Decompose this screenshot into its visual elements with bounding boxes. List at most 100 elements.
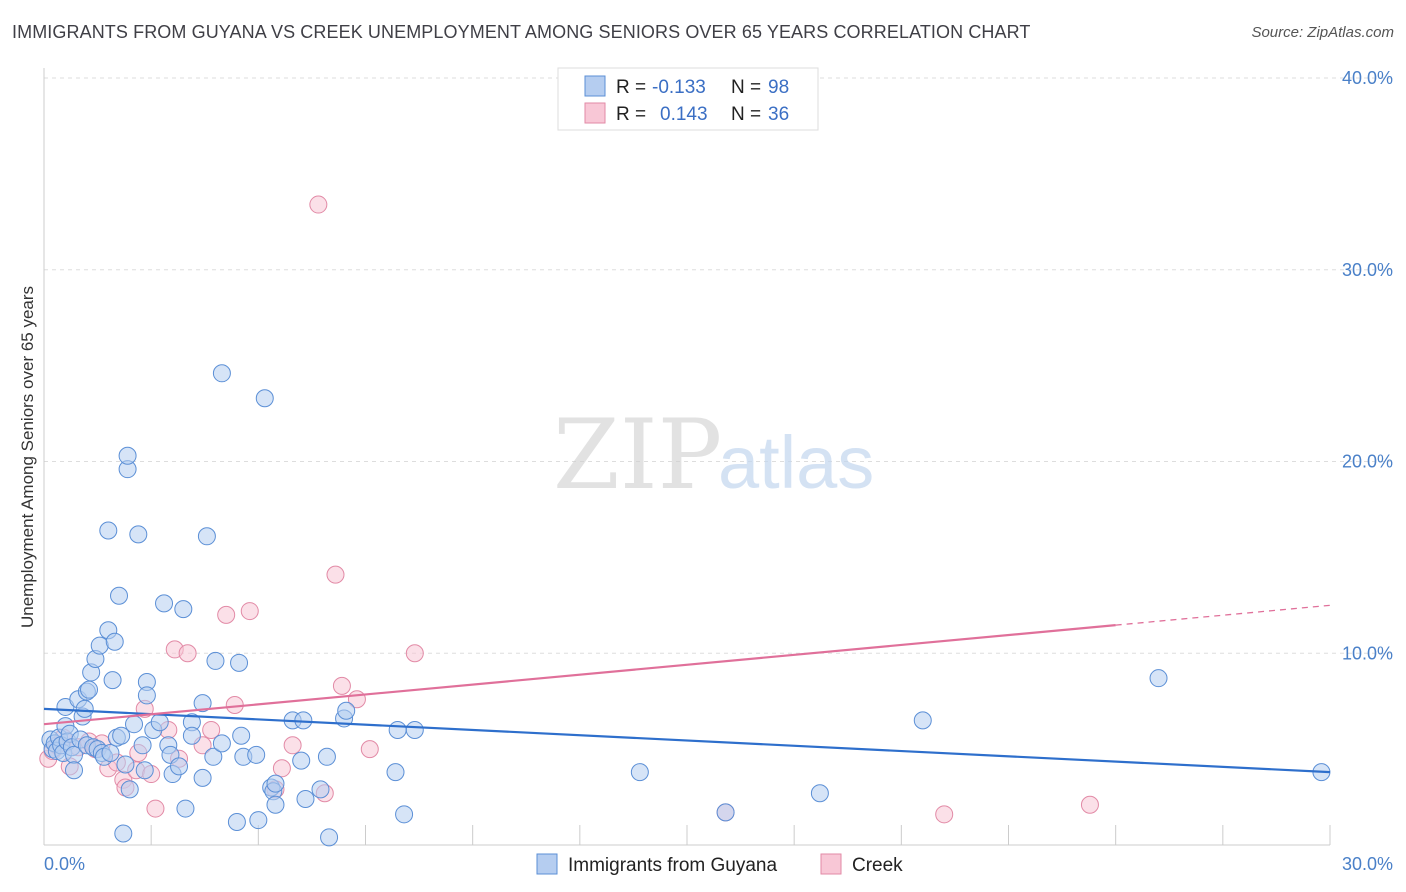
guyana-point — [155, 594, 174, 613]
guyana-point — [405, 720, 424, 739]
y-tick-labels: 10.0% 20.0% 30.0% 40.0% — [1342, 68, 1393, 663]
series-legend-swatch-creek — [820, 853, 842, 875]
creek-point — [240, 602, 259, 621]
guyana-point — [212, 364, 231, 383]
legend-n-label-creek: N = — [731, 104, 761, 125]
guyana-trend-line — [43, 707, 1331, 774]
y-tick-label: 20.0% — [1342, 452, 1393, 472]
guyana-point — [133, 736, 152, 755]
gridlines — [44, 77, 1393, 654]
guyana-point — [137, 686, 156, 705]
creek-point — [283, 736, 302, 755]
y-tick-label: 30.0% — [1342, 260, 1393, 280]
legend-n-value-guyana: 98 — [768, 77, 789, 98]
guyana-point — [716, 803, 735, 822]
guyana-point — [317, 747, 336, 766]
guyana-point — [116, 755, 135, 774]
guyana-point — [227, 812, 246, 831]
creek-point — [360, 740, 379, 759]
x-tick-label-min: 0.0% — [44, 854, 85, 874]
creek-point — [178, 644, 197, 663]
guyana-point — [1149, 669, 1168, 688]
guyana-point — [114, 824, 133, 843]
guyana-point — [255, 389, 274, 408]
y-tick-label: 40.0% — [1342, 68, 1393, 88]
stats-legend: R = -0.133 N = 98 R = 0.143 N = 36 — [557, 67, 819, 131]
guyana-point — [125, 715, 144, 734]
guyana-point — [320, 828, 339, 847]
guyana-point — [249, 811, 268, 830]
watermark-atlas: atlas — [718, 421, 874, 504]
y-axis-title: Unemployment Among Seniors over 65 years — [18, 286, 37, 628]
guyana-point — [105, 632, 124, 651]
guyana-point — [176, 799, 195, 818]
guyana-point — [170, 757, 189, 776]
guyana-point — [247, 745, 266, 764]
guyana-point — [120, 780, 139, 799]
creek-point — [332, 676, 351, 695]
guyana-point — [118, 446, 137, 465]
chart-title: IMMIGRANTS FROM GUYANA VS CREEK UNEMPLOY… — [12, 22, 1031, 42]
creek-point — [405, 644, 424, 663]
legend-n-value-creek: 36 — [768, 104, 789, 125]
x-tick-label-max: 30.0% — [1342, 854, 1393, 874]
creek-point — [146, 799, 165, 818]
creek-point — [272, 759, 291, 778]
creek-point — [1080, 795, 1099, 814]
guyana-point — [630, 763, 649, 782]
guyana-point — [80, 680, 99, 699]
guyana-point — [65, 761, 84, 780]
creek-point — [935, 805, 954, 824]
series-legend-label-creek: Creek — [852, 855, 903, 876]
guyana-point — [182, 726, 201, 745]
guyana-point — [112, 726, 131, 745]
guyana-point — [230, 653, 249, 672]
guyana-point — [913, 711, 932, 730]
guyana-point — [206, 651, 225, 670]
legend-n-label-guyana: N = — [731, 77, 761, 98]
watermark: ZIP atlas — [553, 399, 874, 511]
guyana-point — [103, 671, 122, 690]
series-legend-swatch-guyana — [536, 853, 558, 875]
guyana-point — [266, 774, 285, 793]
guyana-point — [395, 805, 414, 824]
guyana-point — [129, 525, 148, 544]
guyana-point — [337, 701, 356, 720]
guyana-point — [292, 751, 311, 770]
x-ticks — [150, 825, 1331, 845]
watermark-zip: ZIP — [553, 399, 722, 511]
guyana-point — [212, 734, 231, 753]
source-credit: Source: ZipAtlas.com — [1251, 24, 1394, 41]
guyana-point — [311, 780, 330, 799]
legend-r-value-guyana: -0.133 — [652, 77, 706, 98]
guyana-points — [41, 364, 1331, 847]
guyana-point — [810, 784, 829, 803]
guyana-point — [99, 521, 118, 540]
y-tick-label: 10.0% — [1342, 643, 1393, 663]
guyana-point — [193, 768, 212, 787]
legend-r-label-creek: R = — [616, 104, 646, 125]
guyana-point — [193, 694, 212, 713]
legend-swatch-creek — [584, 102, 606, 124]
series-legend: Immigrants from Guyana Creek — [536, 853, 903, 876]
legend-r-value-creek: 0.143 — [660, 104, 708, 125]
guyana-point — [110, 586, 129, 605]
creek-point — [326, 565, 345, 584]
legend-r-label-guyana: R = — [616, 77, 646, 98]
creek-trend-line-extension — [1115, 604, 1331, 626]
legend-swatch-guyana — [584, 75, 606, 97]
guyana-point — [296, 789, 315, 808]
guyana-point — [150, 713, 169, 732]
guyana-point — [135, 761, 154, 780]
guyana-point — [197, 527, 216, 546]
guyana-point — [101, 743, 120, 762]
creek-point — [217, 605, 236, 624]
guyana-point — [266, 795, 285, 814]
series-legend-label-guyana: Immigrants from Guyana — [568, 855, 777, 876]
guyana-point — [204, 747, 223, 766]
guyana-point — [90, 636, 109, 655]
guyana-point — [232, 726, 251, 745]
creek-point — [202, 720, 221, 739]
trend-lines — [43, 604, 1331, 774]
